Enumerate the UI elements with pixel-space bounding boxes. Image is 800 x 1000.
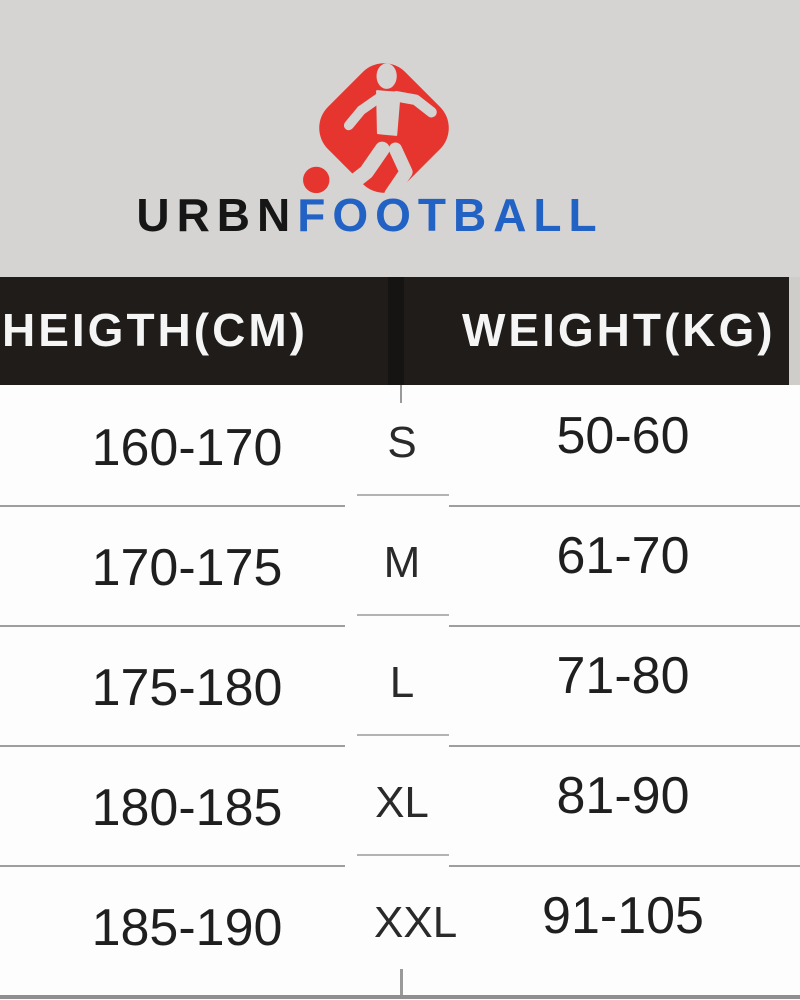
brand-wordmark: URBNFOOTBALL [0,188,770,242]
size-chart-body: 160-170 S 50-60 170-175 M 61-70 175-180 … [0,385,800,1000]
size-cell: L [389,658,415,707]
weight-column-header: WEIGHT(KG) [462,304,776,356]
height-column-header: HEIGTH(CM) [2,304,308,356]
center-divider-tick-top [400,385,402,403]
header-right-margin [789,277,800,385]
size-chart-rows: 160-170 S 50-60 170-175 M 61-70 175-180 … [0,385,800,985]
size-cell: M [383,538,421,587]
brand-name-primary: URBN [136,189,298,241]
brand-header-section: URBNFOOTBALL [0,0,800,277]
size-cell: XL [375,778,429,827]
size-cell: S [387,418,417,467]
brand-name-secondary: FOOTBALL [297,189,604,241]
height-cell: 185-190 [91,899,283,957]
header-column-divider [388,277,404,385]
table-row: 185-190 XXL 91-105 [0,854,800,985]
bottom-border-line [0,995,800,999]
weight-cell: 71-80 [556,647,690,705]
height-cell: 180-185 [91,779,283,837]
size-chart-header-row: HEIGTH(CM) WEIGHT(KG) [0,277,800,385]
weight-cell: 50-60 [556,407,690,465]
table-row: 170-175 M 61-70 [0,494,800,625]
center-divider-tick-bottom [400,969,403,995]
height-cell: 170-175 [91,539,283,597]
weight-cell: 81-90 [556,767,690,825]
weight-cell: 91-105 [542,887,704,945]
table-row: 175-180 L 71-80 [0,614,800,745]
table-row: 180-185 XL 81-90 [0,734,800,865]
weight-cell: 61-70 [556,527,690,585]
height-cell: 175-180 [91,659,283,717]
height-cell: 160-170 [91,419,283,477]
size-cell: XXL [374,898,458,947]
footballer-badge-icon [296,40,472,216]
table-row: 160-170 S 50-60 [0,385,800,505]
